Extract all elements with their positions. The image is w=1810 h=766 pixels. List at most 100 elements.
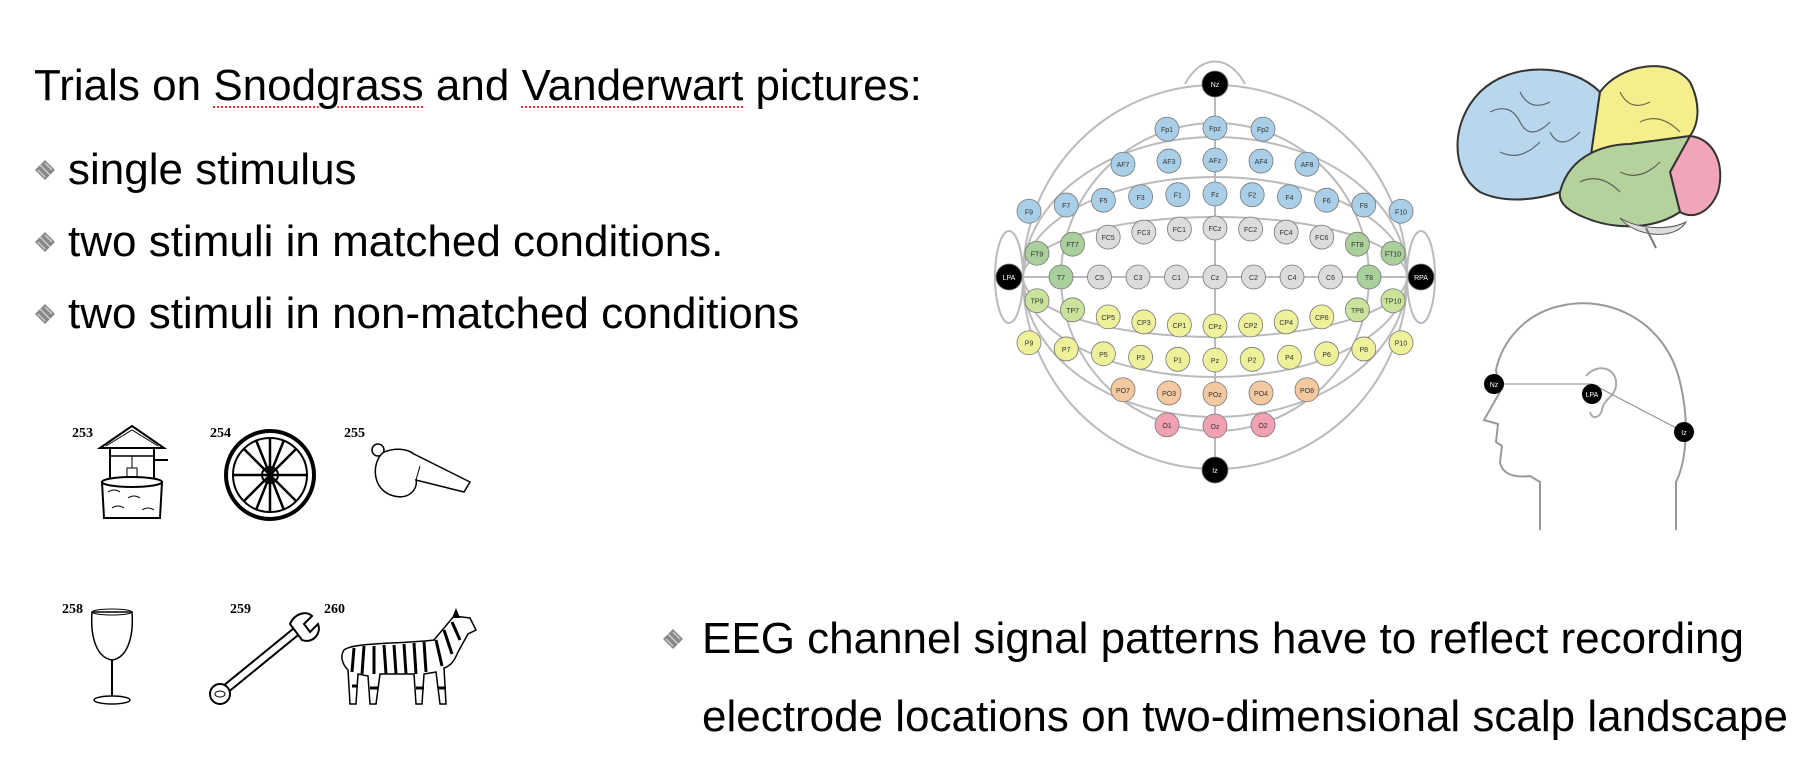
slide-heading: Trials on Snodgrass and Vanderwart pictu… [34,56,922,116]
electrode-label: F9 [1025,209,1033,216]
electrode-RPA [1407,263,1435,291]
electrode-label: FC4 [1280,230,1293,237]
picture-254: 254 [210,420,320,530]
electrode-TP7 [1060,297,1085,323]
electrode-C5 [1087,264,1112,290]
electrode-AF3 [1156,148,1182,174]
electrode-LPA [995,263,1023,291]
electrode-label: Fz [1211,192,1219,199]
electrode-Fp1 [1154,116,1180,142]
wine-glass-icon [90,608,134,705]
electrode-CP5 [1095,304,1121,330]
electrode-AF8 [1294,151,1320,177]
electrode-label: Pz [1211,358,1220,365]
electrode-label: F8 [1360,203,1368,210]
electrode-P1 [1165,346,1191,372]
electrode-Nz [1484,374,1504,394]
electrode-label: TP10 [1385,299,1402,306]
electrode-Oz [1202,413,1228,439]
electrode-label: Iz [1212,468,1218,475]
list-item: two stimuli in matched conditions. [34,206,799,278]
electrode-AFz [1202,147,1228,173]
electrode-label: F5 [1099,198,1107,205]
electrode-P7 [1053,336,1079,362]
diamond-bullet-icon [35,232,55,252]
electrode-T7 [1048,264,1074,290]
electrode-POz [1202,381,1228,407]
electrode-label: C2 [1249,275,1258,282]
brain-lobes-image [1456,65,1722,249]
electrode-label: C5 [1095,275,1104,282]
electrode-label: F10 [1395,209,1407,216]
heading-vanderwart: Vanderwart [521,61,744,110]
electrode-label: O1 [1162,423,1171,430]
electrode-C2 [1241,264,1266,290]
well-icon [96,424,168,519]
heading-part2: and [423,61,522,110]
electrode-label: O2 [1258,423,1267,430]
heading-part3: pictures: [743,61,922,110]
picture-255: 255 [344,420,484,530]
electrode-CP2 [1238,312,1264,338]
electrode-label: F2 [1248,193,1256,200]
electrode-C1 [1164,264,1189,290]
electrode-label: F4 [1285,195,1293,202]
electrode-label: P7 [1062,347,1071,354]
electrode-label: FT10 [1385,251,1401,258]
electrode-label: P4 [1285,355,1294,362]
electrode-label: PO4 [1254,391,1268,398]
electrode-label: CP2 [1244,323,1258,330]
electrode-label: AF8 [1301,162,1314,169]
electrode-label: P6 [1322,352,1331,359]
electrode-CP1 [1166,312,1192,338]
electrode-label: Fp1 [1161,127,1173,134]
electrode-label: F3 [1137,195,1145,202]
electrode-Fpz [1202,115,1228,141]
electrode-map: Fp1 Fpz Fp2 AF7 AF3 AFz AF4 AF8 F9 F7 F5 F3 F1 Fz F2 F4… [994,60,1436,484]
electrode-label: PO7 [1116,388,1130,395]
electrode-C6 [1318,264,1343,290]
electrode-PO3 [1156,380,1182,406]
wrench-icon [209,612,320,705]
zebra-icon [341,608,478,705]
electrode-F8 [1351,192,1377,218]
electrode-FC4 [1273,219,1299,245]
side-head-image: Nz LPA Iz [1482,302,1694,530]
electrode-Iz [1201,456,1229,484]
electrode-O2 [1250,412,1276,438]
electrode-FC6 [1309,224,1335,250]
electrode-C4 [1279,264,1305,290]
electrode-label: TP9 [1031,299,1044,306]
electrode-label: Fpz [1209,126,1221,133]
electrode-label: C4 [1288,275,1297,282]
electrode-label: P9 [1025,341,1034,348]
electrode-label: TP7 [1066,308,1079,315]
electrode-FCz [1202,215,1228,241]
picture-number: 253 [72,426,93,441]
electrode-label: AF3 [1163,159,1176,166]
trial-list: single stimulus two stimuli in matched c… [34,134,799,350]
electrode-Fp2 [1250,116,1276,142]
eeg-line-2: electrode locations on two-dimensional s… [702,692,1788,741]
electrode-label: C3 [1134,275,1143,282]
electrode-label: CPz [1208,324,1222,331]
whistle-icon [371,443,472,498]
eeg-line-1: EEG channel signal patterns have to refl… [702,614,1744,663]
electrode-nodes: Fp1 Fpz Fp2 AF7 AF3 AFz AF4 AF8 F9 F7 F5 F3 F1 Fz F2 F4… [995,70,1435,484]
electrode-label: CP1 [1173,323,1187,330]
electrode-label: RPA [1414,275,1428,282]
electrode-F3 [1128,184,1154,210]
picture-number: 258 [62,602,83,617]
electrode-label: CP3 [1137,320,1151,327]
electrode-label: P3 [1136,355,1145,362]
electrode-label: P1 [1174,357,1183,364]
electrode-label: C1 [1172,275,1181,282]
electrode-label: P2 [1248,357,1257,364]
electrode-C3 [1125,264,1151,290]
electrode-CP3 [1131,309,1157,335]
electrode-P3 [1128,344,1154,370]
electrode-FT7 [1060,231,1085,257]
electrode-F7 [1053,192,1079,218]
electrode-label: PO3 [1162,391,1176,398]
picture-260: 260 [324,600,504,730]
